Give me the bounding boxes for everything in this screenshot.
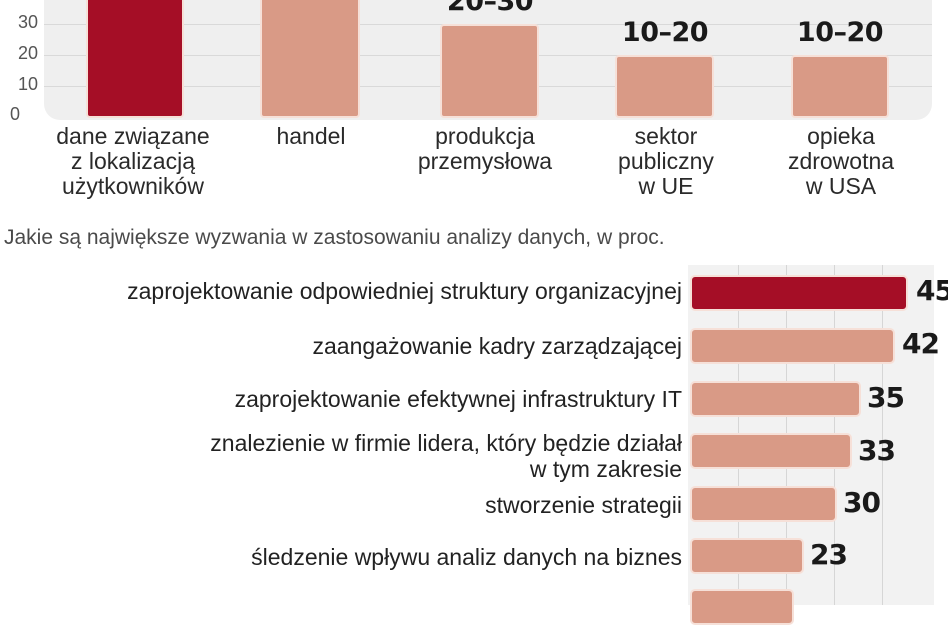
bar-sektor-publiczny	[615, 55, 714, 118]
bar-cropped-next	[690, 589, 794, 625]
row-label-strategia: stworzenie strategii	[485, 492, 682, 518]
bar-kadra	[690, 328, 895, 364]
bottom-chart-title: Jakie są największe wyzwania w zastosowa…	[4, 226, 665, 249]
value-wplyw: 23	[810, 538, 848, 571]
value-infrastruktura: 35	[867, 381, 905, 414]
bar-lider	[690, 433, 852, 469]
row-label-lider: znalezienie w firmie lidera, który będzi…	[210, 430, 682, 482]
bar-strategia	[690, 486, 837, 522]
category-label-produkcja: produkcja przemysłowa	[417, 123, 553, 174]
bar-dane-lokalizacja	[86, 0, 184, 118]
category-label-dane: dane związane z lokalizacją użytkowników	[56, 123, 210, 199]
row-label-infrastruktura: zaprojektowanie efektywnej infrastruktur…	[234, 386, 682, 412]
bar-opieka-zdrowotna	[791, 55, 889, 118]
bar-handel	[260, 0, 360, 118]
category-label-handel: handel	[276, 123, 346, 149]
range-label-opieka: 10–20	[796, 17, 884, 48]
range-label-produkcja: 20–30	[446, 0, 534, 17]
bar-infrastruktura	[690, 381, 861, 417]
y-tick-30: 30	[17, 12, 38, 32]
value-strategia: 30	[843, 486, 881, 519]
y-tick-0: 0	[10, 104, 21, 124]
row-label-struktura: zaprojektowanie odpowiedniej struktury o…	[127, 278, 682, 304]
category-label-sektor: sektor publiczny w UE	[618, 123, 714, 199]
bar-struktura	[690, 275, 908, 311]
value-lider: 33	[858, 434, 896, 467]
value-kadra: 42	[902, 327, 940, 360]
y-tick-20: 20	[17, 43, 38, 63]
range-label-sektor: 10–20	[621, 17, 709, 48]
row-label-kadra: zaangażowanie kadry zarządzającej	[312, 333, 683, 359]
row-label-wplyw: śledzenie wpływu analiz danych na biznes	[251, 544, 682, 570]
bar-wplyw	[690, 538, 804, 574]
y-tick-10: 10	[17, 74, 38, 94]
category-label-opieka: opieka zdrowotna w USA	[787, 123, 895, 199]
bar-produkcja	[440, 24, 539, 118]
gridline-x40	[882, 265, 883, 605]
value-struktura: 45	[916, 274, 948, 307]
